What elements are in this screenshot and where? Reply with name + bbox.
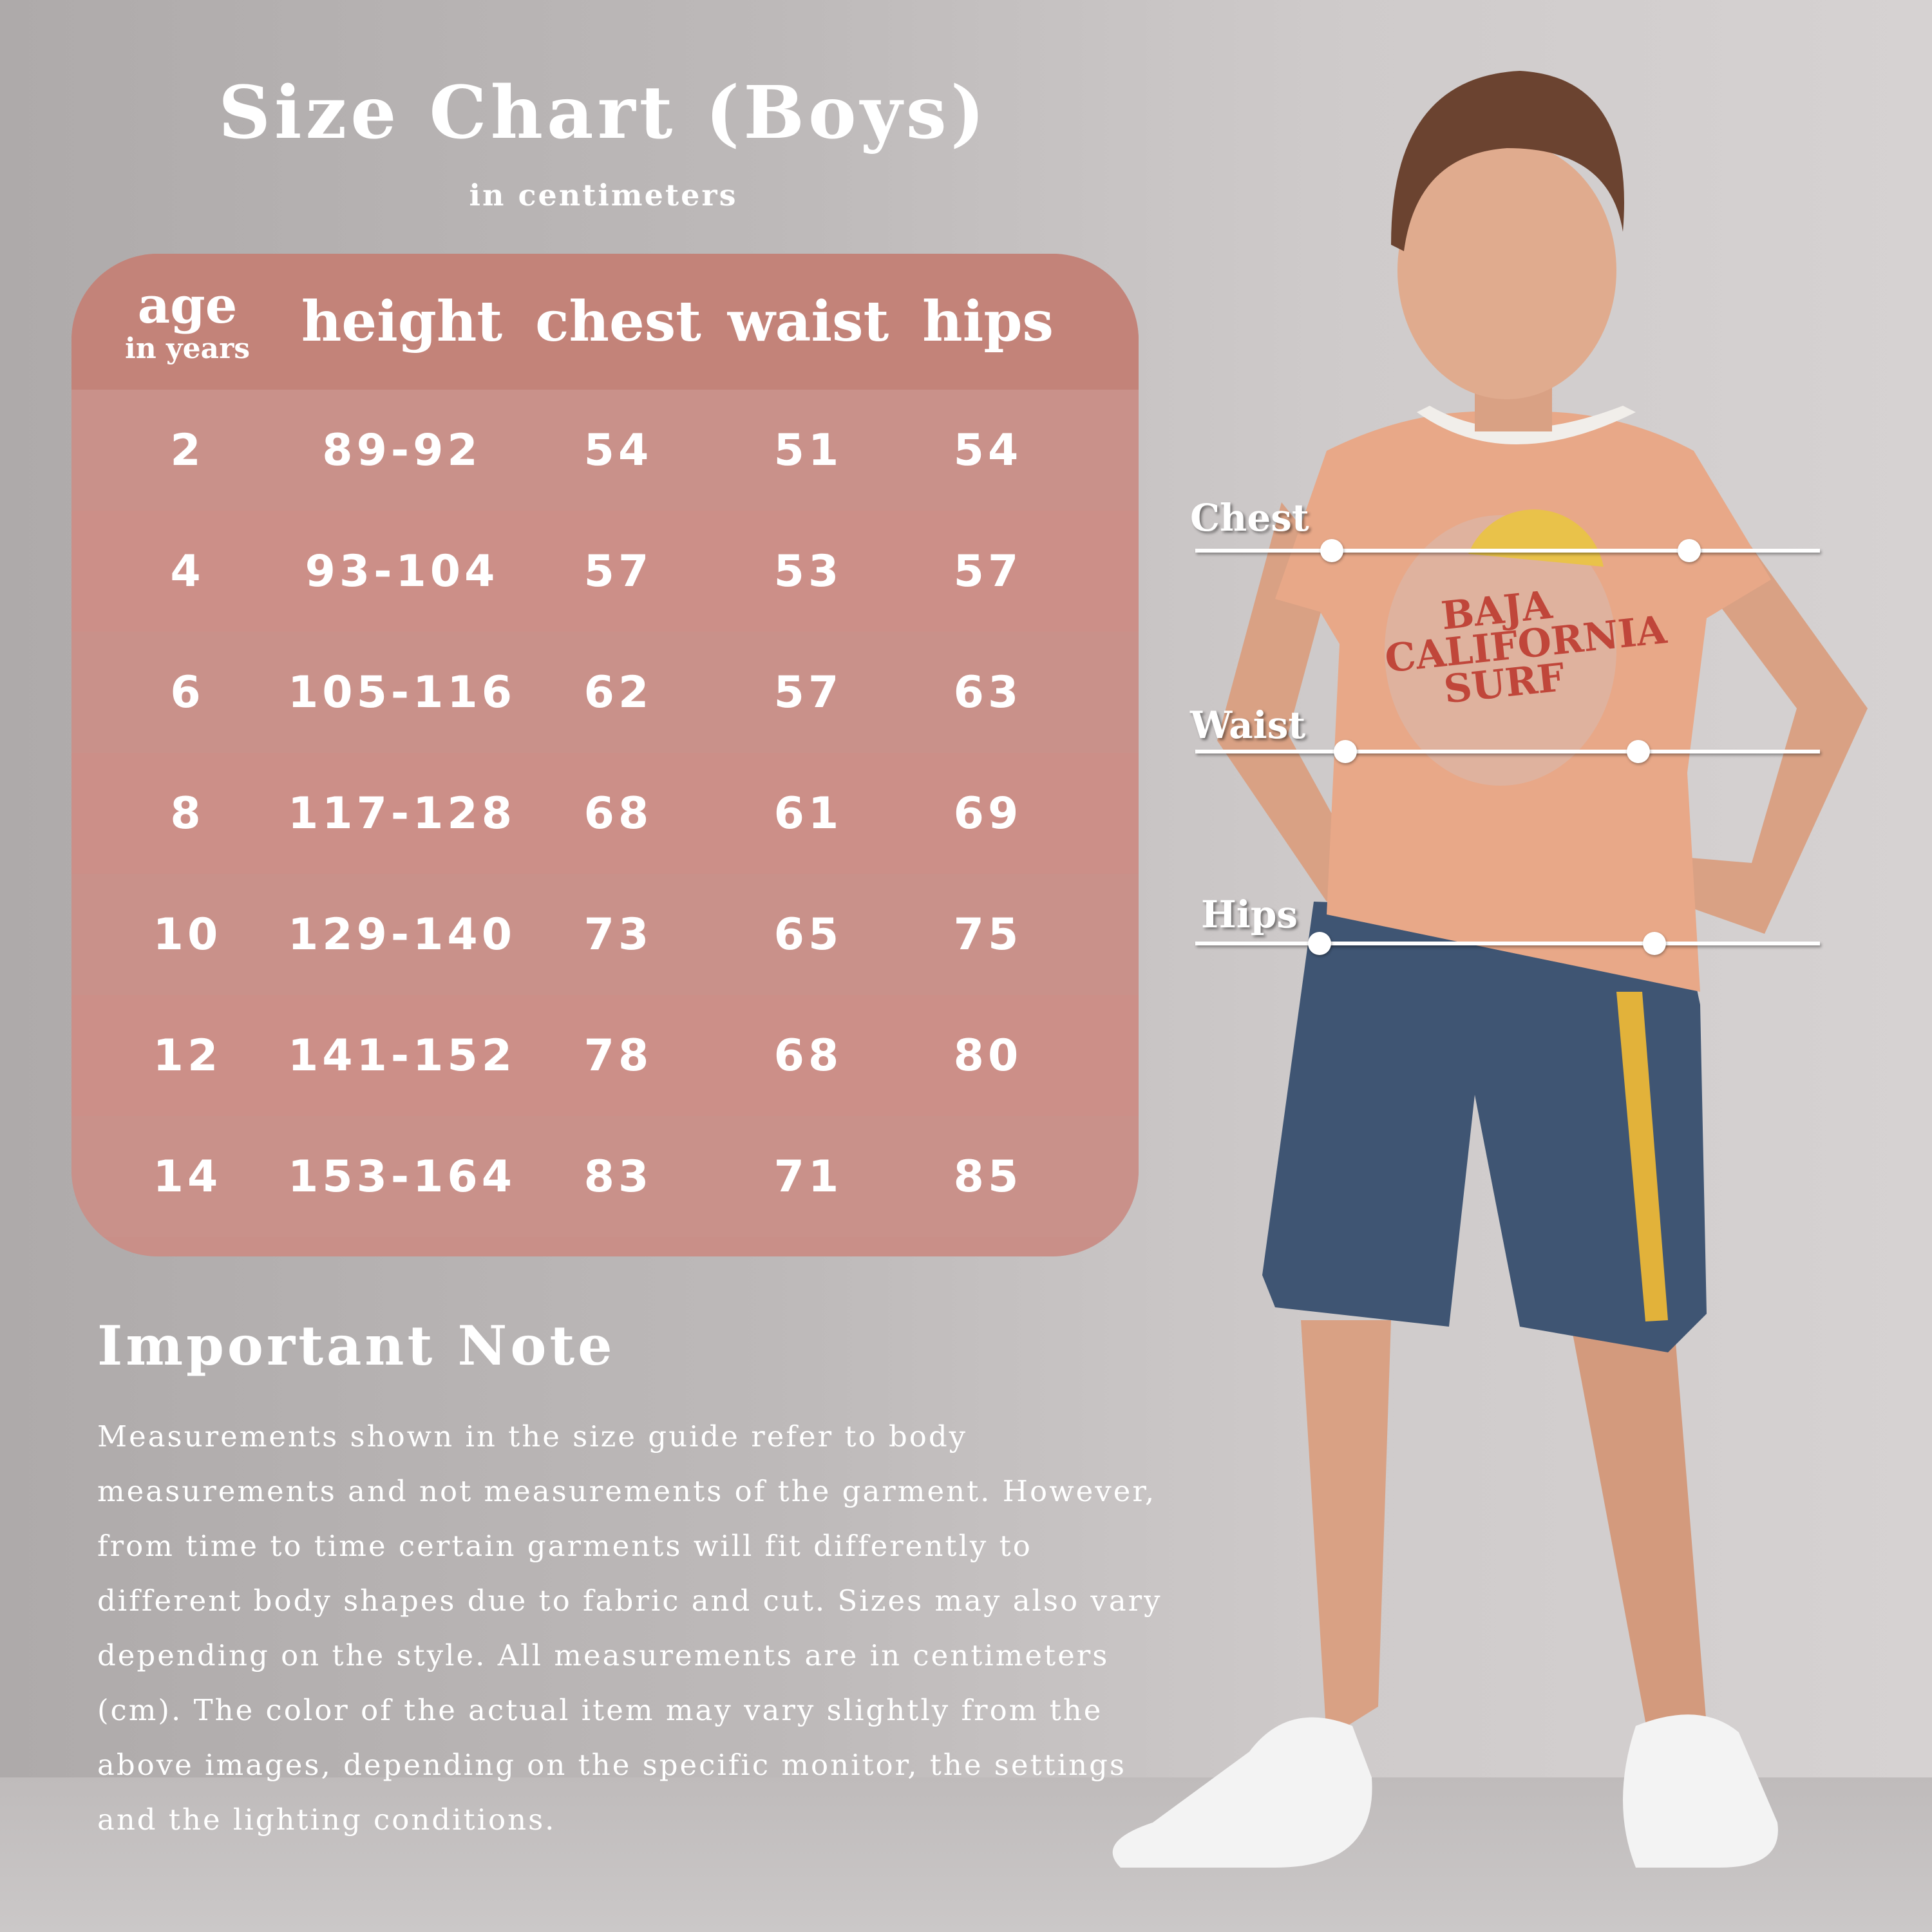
hips-dot-left	[1308, 932, 1331, 955]
chest-line	[1195, 539, 1820, 562]
size-table: age in years height chest waist hips 2 89…	[71, 254, 1139, 1256]
shorts-stripe	[1616, 992, 1668, 1321]
cell-chest: 73	[583, 909, 653, 960]
note-title: Important Note	[97, 1314, 616, 1378]
cell-waist: 61	[773, 788, 843, 839]
table-row: 2 89-92 54 51 54	[71, 390, 1139, 511]
chest-dot-right	[1678, 539, 1701, 562]
cell-height: 105-116	[287, 667, 516, 718]
cell-chest: 68	[583, 788, 653, 839]
cell-chest: 83	[583, 1151, 653, 1202]
page-title: Size Chart (Boys)	[218, 71, 989, 155]
table-row: 4 93-104 57 53 57	[71, 511, 1139, 632]
waist-label: Waist	[1190, 703, 1306, 747]
cell-waist: 65	[773, 909, 843, 960]
cell-height: 89-92	[322, 424, 482, 476]
cell-hips: 69	[953, 788, 1023, 839]
cell-waist: 53	[773, 545, 843, 597]
cell-age: 8	[170, 788, 205, 839]
cell-height: 117-128	[287, 788, 516, 839]
table-header: age in years height chest waist hips	[71, 254, 1139, 390]
table-row: 10 129-140 73 65 75	[71, 874, 1139, 995]
cell-chest: 62	[583, 667, 653, 718]
header-age-unit: in years	[124, 332, 251, 365]
cell-height: 129-140	[287, 909, 516, 960]
table-body: 2 89-92 54 51 54 4 93-104 57 53 57 6 105-116 62 57 63 8…	[71, 390, 1139, 1256]
header-hips: hips	[922, 289, 1054, 354]
table-row: 6 105-116 62 57 63	[71, 632, 1139, 753]
cell-hips: 85	[953, 1151, 1023, 1202]
cell-waist: 71	[773, 1151, 843, 1202]
cell-chest: 78	[583, 1030, 653, 1081]
cell-height: 141-152	[287, 1030, 516, 1081]
cell-hips: 75	[953, 909, 1023, 960]
hips-label: Hips	[1201, 893, 1298, 936]
note-body: Measurements shown in the size guide ref…	[97, 1419, 1162, 1837]
header-waist: waist	[727, 289, 889, 354]
chest-label: Chest	[1190, 496, 1309, 540]
cell-waist: 68	[773, 1030, 843, 1081]
shirt-collar	[1417, 406, 1636, 444]
left-leg	[1301, 1320, 1391, 1739]
left-shoe	[1112, 1717, 1372, 1868]
cell-waist: 51	[773, 424, 843, 476]
shirt-print-badge	[1385, 515, 1616, 786]
right-shoe	[1623, 1714, 1778, 1868]
header-age-label: age	[137, 276, 238, 335]
cell-hips: 63	[953, 667, 1023, 718]
cell-hips: 80	[953, 1030, 1023, 1081]
chest-dot-left	[1320, 539, 1343, 562]
cell-height: 153-164	[287, 1151, 516, 1202]
shorts	[1262, 902, 1707, 1352]
cell-hips: 57	[953, 545, 1023, 597]
page-subtitle: in centimeters	[469, 178, 738, 213]
cell-waist: 57	[773, 667, 843, 718]
boy-photo	[1112, 71, 1868, 1868]
header-age: age in years	[125, 254, 250, 390]
waist-line	[1195, 740, 1820, 763]
cell-age: 4	[170, 545, 205, 597]
waist-dot-right	[1627, 740, 1650, 763]
cell-hips: 54	[953, 424, 1023, 476]
cell-age: 14	[153, 1151, 222, 1202]
hair	[1391, 71, 1624, 251]
cell-age: 2	[170, 424, 205, 476]
table-row: 12 141-152 78 68 80	[71, 995, 1139, 1116]
header-height: height	[301, 289, 503, 354]
header-chest: chest	[535, 289, 701, 354]
right-leg	[1571, 1327, 1707, 1739]
hips-dot-right	[1643, 932, 1666, 955]
waist-dot-left	[1334, 740, 1357, 763]
face	[1397, 142, 1616, 399]
floor	[0, 1777, 1932, 1932]
table-row: 14 153-164 83 71 85	[71, 1116, 1139, 1237]
cell-chest: 54	[583, 424, 653, 476]
cell-height: 93-104	[305, 545, 499, 597]
hips-line	[1195, 932, 1820, 955]
cell-age: 10	[153, 909, 222, 960]
cell-chest: 57	[583, 545, 653, 597]
cell-age: 12	[153, 1030, 222, 1081]
table-row: 8 117-128 68 61 69	[71, 753, 1139, 874]
cell-age: 6	[170, 667, 205, 718]
